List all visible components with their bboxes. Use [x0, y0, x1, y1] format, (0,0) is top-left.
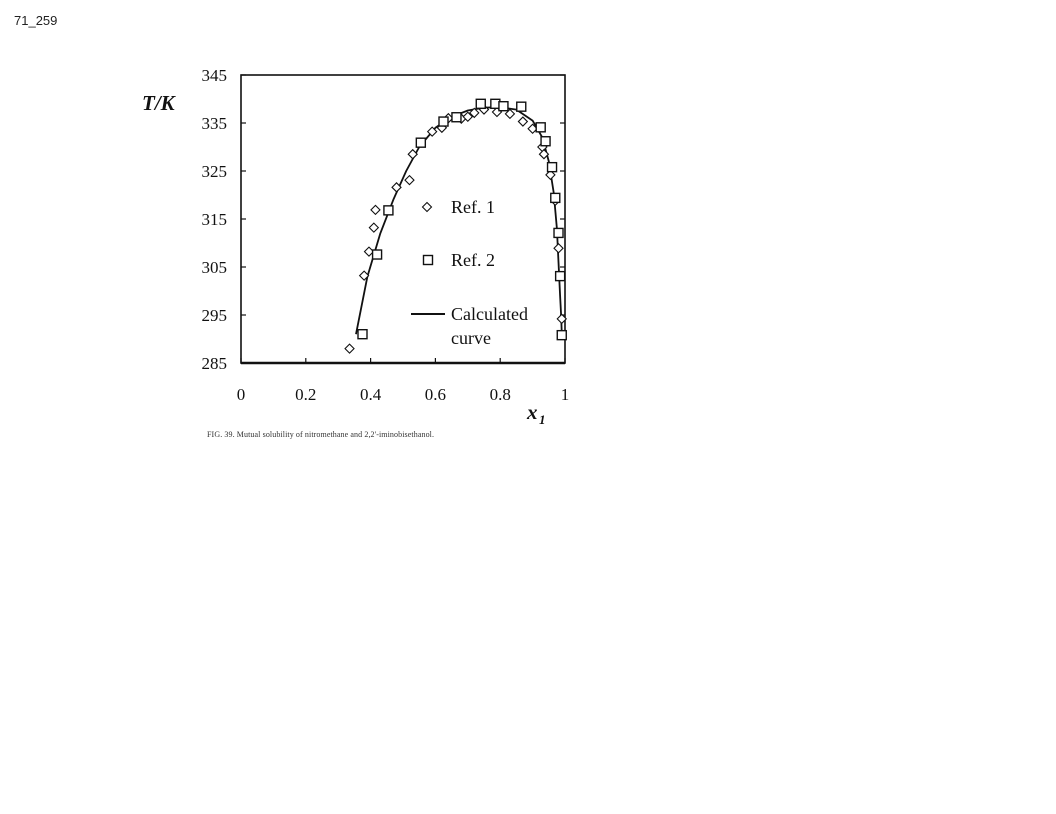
ref1-point	[556, 313, 568, 325]
ref2-point	[438, 116, 449, 127]
y-tick-label: 315	[202, 210, 228, 229]
ref2-point	[357, 329, 368, 340]
ref2-point	[451, 112, 462, 123]
y-tick-label: 325	[202, 162, 228, 181]
ref2-point	[550, 192, 561, 204]
ref1-point	[469, 107, 480, 119]
y-axis-title: T/K	[142, 91, 177, 115]
ref2-point	[554, 270, 566, 282]
ref1-point	[404, 174, 415, 186]
calculated-curve-layer	[355, 106, 563, 335]
x-tick-label: 1	[561, 385, 570, 404]
ref2-point	[553, 227, 564, 239]
ref2-point	[371, 249, 383, 260]
x-axis-title-subscript: 1	[539, 412, 546, 427]
legend-ref1-marker	[421, 201, 433, 213]
legend-ref2-marker	[422, 254, 434, 266]
ref1-point	[407, 148, 418, 160]
ref1-point	[391, 182, 402, 193]
ref1-point	[368, 222, 380, 233]
ref2-point	[546, 161, 558, 173]
ref1-point	[553, 243, 564, 254]
ref2-point	[498, 100, 509, 112]
x-tick-label: 0.8	[490, 385, 511, 404]
ref2-point	[475, 98, 486, 110]
ref1-point	[504, 108, 516, 120]
ref1-point	[344, 343, 355, 354]
x-tick-label: 0.4	[360, 385, 382, 404]
ref1-point	[426, 126, 438, 137]
ref2-point	[540, 136, 551, 147]
legend-curve-label-line2: curve	[451, 328, 491, 348]
marker-layer	[344, 98, 568, 354]
axis-titles: T/K x 1	[142, 91, 546, 427]
ref1-point	[517, 116, 529, 127]
ref1-point	[462, 111, 474, 123]
x-tick-label: 0	[237, 385, 246, 404]
legend-curve-label-line1: Calculated	[451, 304, 528, 324]
ref2-point	[415, 137, 427, 148]
x-axis-title: x	[526, 400, 538, 424]
ref2-point	[516, 101, 527, 112]
y-tick-label: 285	[202, 354, 228, 373]
ref1-point	[538, 148, 550, 160]
legend: Ref. 1 Ref. 2 Calculated curve	[411, 197, 528, 348]
figure-caption: FIG. 39. Mutual solubility of nitrometha…	[207, 430, 435, 439]
axis-ticks: 285 295 305 315 325 335 345 0 0.2 0.4 0.6 0.8 1	[202, 66, 570, 404]
x-tick-label: 0.6	[425, 385, 446, 404]
calculated-curve	[355, 106, 563, 335]
ref2-point	[535, 122, 546, 133]
legend-ref1-label: Ref. 1	[451, 197, 495, 217]
y-tick-label: 335	[202, 114, 228, 133]
ref1-point	[358, 270, 370, 281]
y-tick-label: 345	[202, 66, 228, 85]
ref1-point	[545, 169, 556, 181]
y-tick-label: 295	[202, 306, 228, 325]
x-tick-label: 0.2	[295, 385, 316, 404]
legend-ref2-label: Ref. 2	[451, 250, 495, 270]
page-label: 71_259	[14, 13, 58, 28]
ref1-point	[370, 204, 381, 216]
ref2-point	[383, 205, 394, 216]
ref2-point	[556, 329, 567, 341]
y-tick-label: 305	[202, 258, 228, 277]
